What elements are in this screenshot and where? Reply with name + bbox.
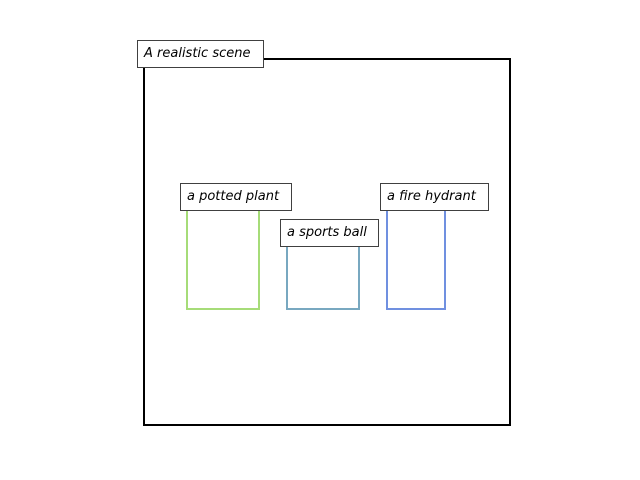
sports-ball-label: a sports ball <box>280 219 379 247</box>
potted-plant-label: a potted plant <box>180 183 292 211</box>
scene-label: A realistic scene <box>137 40 264 68</box>
fire-hydrant-box <box>386 198 446 310</box>
potted-plant-box <box>186 198 260 310</box>
scene-bounding-box <box>143 58 511 426</box>
sports-ball-box <box>286 236 360 310</box>
fire-hydrant-label: a fire hydrant <box>380 183 489 211</box>
